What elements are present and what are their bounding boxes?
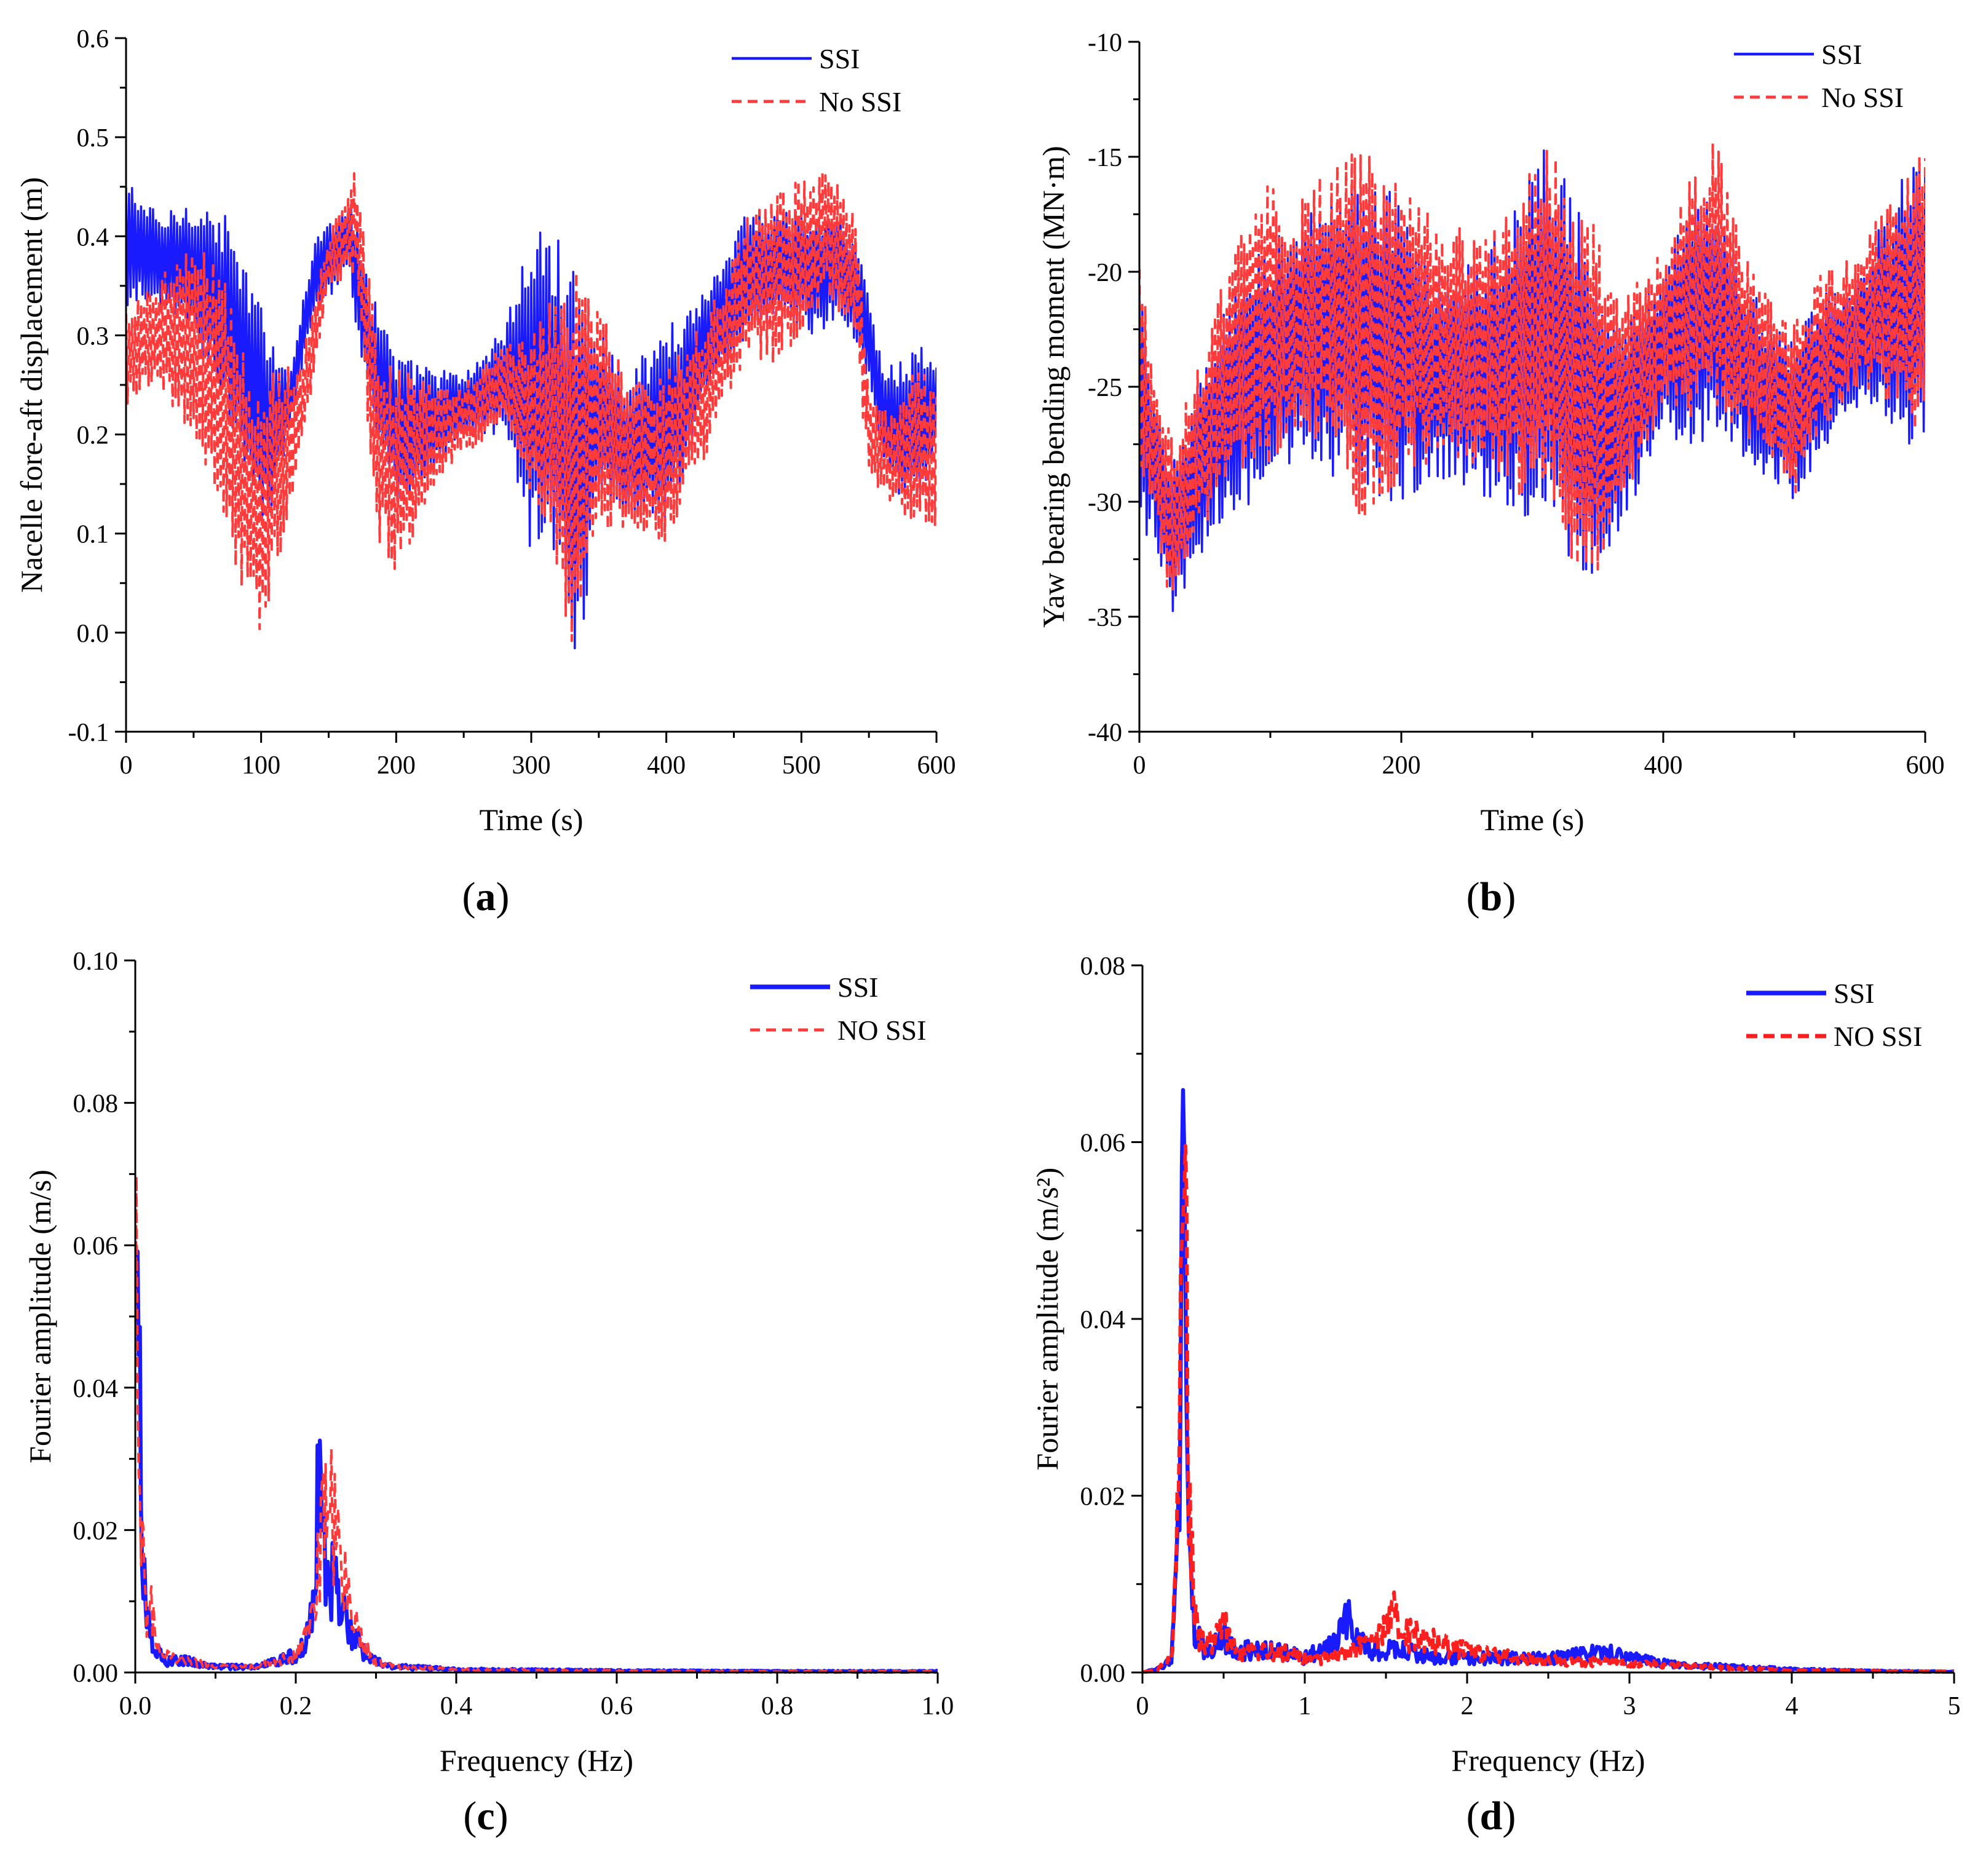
legend-label: SSI [1834,978,1874,1009]
legend-label: No SSI [819,86,901,117]
x-tick-label: 1.0 [922,1692,954,1720]
series-line-ssi [1142,1088,1954,1674]
y-tick-label: 0.00 [73,1660,119,1688]
y-tick-label: 0.3 [77,322,109,350]
x-tick-label: 0.8 [761,1692,794,1720]
legend: SSI NO SSI [750,972,926,1046]
y-tick-label: 0.2 [77,422,109,450]
y-tick-label: -20 [1088,259,1122,287]
y-axis-label: Nacelle fore-aft displacement (m) [14,177,49,593]
x-tick-label: 0.4 [440,1692,473,1720]
panel-caption: (d) [1466,1794,1516,1838]
y-tick-label: 0.02 [73,1517,119,1545]
legend-label: SSI [837,972,878,1003]
x-axis-label: Time (s) [479,802,583,837]
y-tick-label: 0.0 [77,620,109,648]
y-tick-label: 0.4 [77,223,109,251]
y-tick-label: -0.1 [68,719,109,747]
x-tick-label: 0.0 [119,1692,152,1720]
legend-label: NO SSI [837,1015,926,1046]
y-tick-label: 0.06 [73,1232,119,1261]
y-tick-label: -10 [1088,29,1122,57]
legend: SSI No SSI [732,43,901,117]
x-tick-label: 500 [782,751,821,780]
y-tick-label: -40 [1088,719,1122,747]
x-tick-label: 600 [1906,751,1945,780]
x-tick-label: 0 [1136,1692,1149,1720]
y-tick-label: 0.02 [1080,1483,1126,1511]
chart-panel-d: 0 1 2 3 4 5 0.00 0.02 0.04 0.06 0.08 Frequency (Hz)… [1030,952,1961,1838]
panel-caption: (b) [1466,874,1516,919]
y-axis-label: Yaw bearing bending moment (MN·m) [1036,146,1071,628]
series-line-ssi [135,1249,938,1674]
legend-label: SSI [819,43,860,74]
legend: SSI No SSI [1734,39,1904,113]
legend-label: SSI [1821,39,1862,70]
y-tick-label: -15 [1088,144,1122,172]
chart-panel-a: 0 100 200 300 400 500 600 -0.1 0.0 0.1 0.2 0.3 0.4 0.… [14,25,956,919]
x-tick-label: 200 [377,751,416,780]
x-tick-label: 400 [1644,751,1683,780]
x-tick-label: 1 [1299,1692,1312,1720]
y-tick-label: 0.04 [1080,1306,1126,1334]
y-axis-label: Fourier amplitude (m/s²) [1030,1168,1064,1471]
x-tick-label: 0 [120,751,133,780]
y-tick-label: 0.06 [1080,1130,1126,1158]
x-tick-label: 300 [512,751,551,780]
series-line-no-ssi [135,1174,938,1673]
x-tick-label: 2 [1461,1692,1474,1720]
y-tick-label: -30 [1088,489,1122,517]
x-tick-label: 5 [1948,1692,1961,1720]
legend-label: No SSI [1821,82,1904,113]
x-tick-label: 3 [1623,1692,1636,1720]
x-tick-label: 100 [242,751,280,780]
x-axis-label: Frequency (Hz) [440,1743,633,1778]
x-tick-label: 4 [1786,1692,1799,1720]
legend-label: NO SSI [1834,1021,1922,1052]
panel-caption: (a) [462,874,510,919]
series-line-no-ssi [126,171,936,643]
y-tick-label: 0.1 [77,521,109,549]
y-tick-label: 0.00 [1080,1660,1126,1688]
y-axis-label: Fourier amplitude (m/s) [23,1170,57,1463]
x-tick-label: 600 [917,751,956,780]
x-tick-label: 0.6 [601,1692,633,1720]
x-axis-label: Time (s) [1480,802,1584,837]
y-tick-label: 0.08 [1080,952,1126,981]
x-tick-label: 0 [1133,751,1146,780]
chart-panel-c: 0.0 0.2 0.4 0.6 0.8 1.0 0.00 0.02 0.04 0.06 0.08 0.… [23,948,954,1838]
x-tick-label: 400 [647,751,686,780]
y-tick-label: 0.10 [73,948,119,976]
y-tick-label: -35 [1088,604,1122,632]
y-tick-label: 0.5 [77,124,109,152]
panel-caption: (c) [463,1794,508,1838]
series-line-no-ssi [1139,142,1925,591]
y-tick-label: 0.08 [73,1090,119,1118]
y-tick-label: 0.6 [77,25,109,53]
chart-panel-b: 0 200 400 600 -40 -35 -30 -25 -20 -15 -10 Time (s) Y… [1036,29,1945,919]
y-tick-label: 0.04 [73,1375,119,1403]
x-tick-label: 200 [1382,751,1421,780]
y-tick-label: -25 [1088,374,1122,402]
series-line-no-ssi [1142,1144,1954,1674]
legend: SSI NO SSI [1746,978,1922,1052]
x-axis-label: Frequency (Hz) [1451,1743,1645,1778]
x-tick-label: 0.2 [280,1692,312,1720]
